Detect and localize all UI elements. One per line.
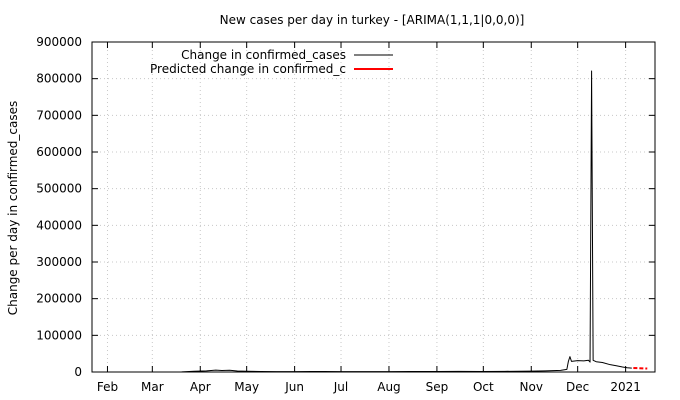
y-tick-label: 700000 (36, 108, 82, 122)
chart-title: New cases per day in turkey - [ARIMA(1,1… (220, 13, 525, 27)
y-tick-label: 900000 (36, 35, 82, 49)
ticks: 0 100000 200000 300000 400000 500000 600000 700… (36, 35, 655, 394)
x-tick-label: Jul (333, 380, 348, 394)
y-tick-label: 300000 (36, 255, 82, 269)
legend-label: Change in confirmed_cases (181, 48, 346, 62)
y-tick-label: 500000 (36, 182, 82, 196)
x-tick-label: Nov (520, 380, 543, 394)
y-tick-label: 200000 (36, 292, 82, 306)
y-tick-label: 800000 (36, 72, 82, 86)
y-tick-label: 0 (74, 365, 82, 379)
x-tick-label: Feb (97, 380, 118, 394)
x-tick-label: May (234, 380, 259, 394)
series-layer (92, 70, 648, 373)
series-line-predicted (633, 366, 648, 370)
series-line-confirmed-cases (92, 70, 632, 373)
x-tick-label: Aug (377, 380, 400, 394)
y-axis-label: Change per day in confirmed_cases (6, 101, 20, 316)
x-tick-label: 2021 (610, 380, 641, 394)
x-tick-label: Dec (566, 380, 589, 394)
x-tick-label: Jun (284, 380, 304, 394)
y-tick-label: 100000 (36, 328, 82, 342)
x-tick-label: Apr (190, 380, 211, 394)
plot-frame (91, 41, 656, 373)
x-tick-label: Oct (473, 380, 494, 394)
y-tick-label: 600000 (36, 145, 82, 159)
legend-label: Predicted change in confirmed_c (150, 62, 346, 76)
y-tick-label: 400000 (36, 218, 82, 232)
grid (92, 42, 655, 372)
x-tick-label: Sep (426, 380, 449, 394)
x-tick-label: Mar (141, 380, 164, 394)
